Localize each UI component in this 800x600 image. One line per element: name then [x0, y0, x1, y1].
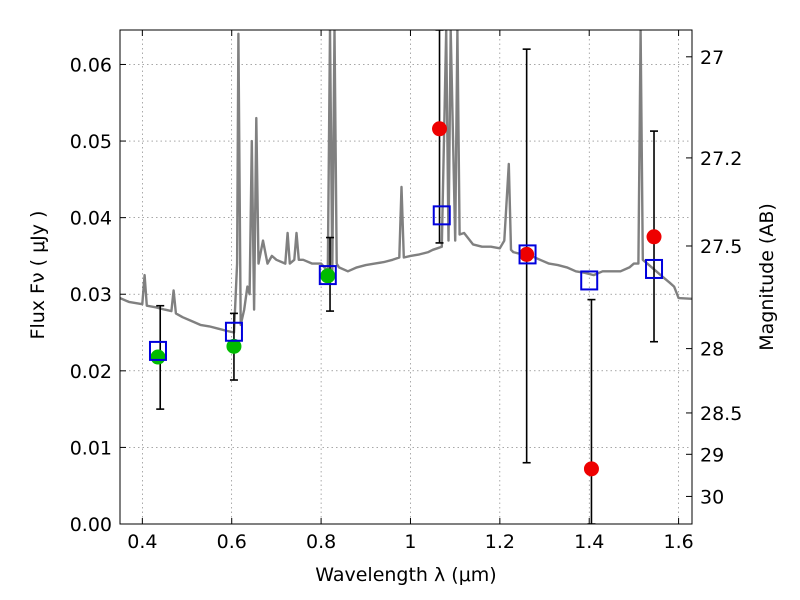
mag-tick-label: 27.2 [700, 148, 742, 170]
y-tick-label: 0.05 [70, 131, 112, 153]
y-tick-label: 0.04 [70, 208, 112, 230]
spectrum-line [120, 30, 692, 334]
mag-tick-label: 27 [700, 47, 724, 69]
green-circle-marker [320, 268, 336, 284]
blue-square-marker [645, 258, 664, 279]
blue-square-marker [432, 205, 451, 226]
spectrum-layer [120, 30, 692, 334]
axis-ticks: 0.4 0.6 0.8 1 1.2 1.4 1.6 0.00 0.01 0.02 0.03 0.04 0… [70, 30, 742, 553]
x-tick-label: 0.4 [127, 531, 157, 553]
y-tick-label: 0.01 [70, 437, 112, 459]
plot-frame [119, 29, 693, 525]
mag-tick-label: 28 [700, 339, 724, 361]
mag-tick-label: 27.5 [700, 236, 742, 258]
green-circle-marker [226, 338, 242, 354]
x-tick-label: 1.4 [574, 531, 604, 553]
x-tick-label: 0.8 [306, 531, 336, 553]
x-tick-label: 1.6 [663, 531, 693, 553]
red-circle-marker [519, 246, 535, 262]
mag-tick-label: 30 [700, 486, 724, 508]
blue-square-marker [148, 340, 167, 361]
red-circle-marker [583, 461, 599, 477]
x-tick-label: 1 [404, 531, 416, 553]
blue-square-marker [224, 321, 243, 342]
blue-square-marker [518, 244, 537, 265]
y2-axis-label: Magnitude (AB) [756, 203, 778, 351]
marker-layer [148, 121, 664, 477]
y-tick-label: 0.03 [70, 284, 112, 306]
red-circle-marker [646, 229, 662, 245]
y-tick-label: 0.02 [70, 361, 112, 383]
blue-square-marker [318, 265, 337, 286]
y-tick-label: 0.06 [70, 54, 112, 76]
x-tick-label: 0.6 [217, 531, 247, 553]
y-tick-label: 0.00 [70, 514, 112, 536]
x-axis-label: Wavelength λ (μm) [315, 564, 496, 586]
grid-lines [120, 30, 692, 525]
x-tick-label: 1.2 [485, 531, 515, 553]
red-circle-marker [432, 121, 448, 137]
mag-tick-label: 28.5 [700, 403, 742, 425]
y-axis-label: Flux Fν ( μJy ) [27, 211, 49, 340]
blue-square-marker [580, 270, 599, 291]
mag-tick-label: 29 [700, 444, 724, 466]
green-circle-marker [150, 349, 166, 365]
